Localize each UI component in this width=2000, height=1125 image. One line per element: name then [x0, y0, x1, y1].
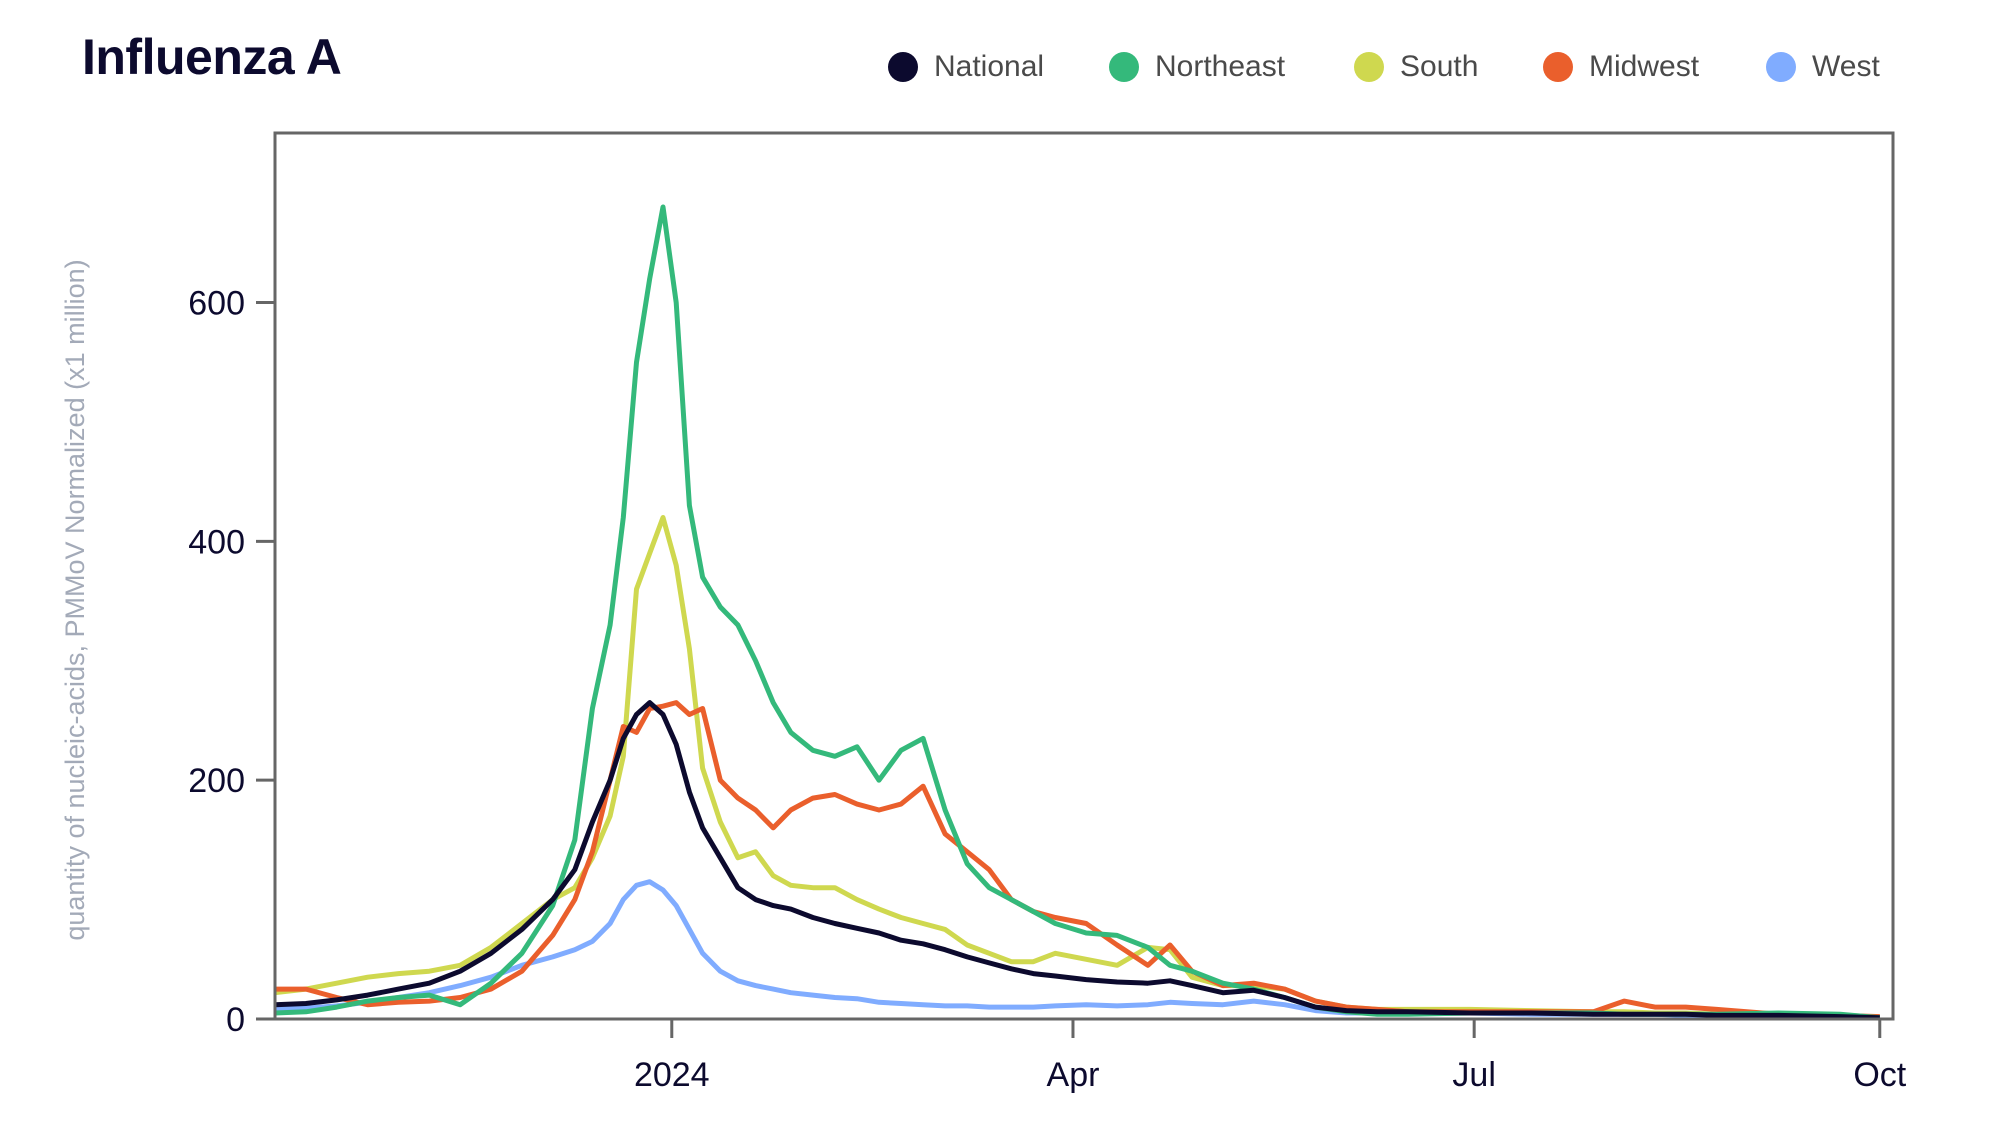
legend-dot-icon	[1354, 52, 1384, 82]
legend-item-west[interactable]: West	[1766, 44, 1880, 90]
legend-dot-icon	[1109, 52, 1139, 82]
y-axis: 0 200 400 600	[188, 285, 275, 1039]
series-line-northeast[interactable]	[274, 204, 1881, 1021]
legend-item-south[interactable]: South	[1354, 44, 1478, 90]
legend-item-northeast[interactable]: Northeast	[1109, 44, 1285, 90]
legend-dot-icon	[1543, 52, 1573, 82]
y-tick-label: 400	[188, 523, 245, 561]
plot-frame	[273, 131, 1895, 1021]
series-line-south[interactable]	[274, 515, 1880, 1021]
legend-dot-icon	[888, 52, 918, 82]
x-tick-label: Apr	[1047, 1056, 1100, 1094]
y-tick-label: 200	[188, 762, 245, 800]
y-tick-label: 600	[188, 285, 245, 323]
x-tick-label: Jul	[1452, 1056, 1495, 1094]
chart-title: Influenza A	[82, 29, 342, 85]
legend-item-midwest[interactable]: Midwest	[1543, 44, 1699, 90]
series-line-west[interactable]	[274, 879, 1880, 1021]
legend-label: Midwest	[1589, 50, 1700, 83]
series-layer	[274, 204, 1881, 1021]
legend: National Northeast South Midwest West	[0, 44, 2000, 90]
legend-label: South	[1400, 50, 1479, 83]
x-tick-label: 2024	[634, 1056, 710, 1094]
y-tick-label: 0	[226, 1001, 245, 1039]
legend-item-national[interactable]: National	[888, 44, 1044, 90]
legend-label: National	[934, 50, 1045, 83]
y-axis-title: quantity of nucleic-acids, PMMoV Normali…	[60, 259, 90, 940]
legend-dot-icon	[1766, 52, 1796, 82]
x-tick-label: Oct	[1853, 1056, 1906, 1094]
series-line-national[interactable]	[274, 700, 1880, 1021]
x-axis: 2024 Apr Jul Oct	[634, 1019, 1907, 1094]
legend-label: Northeast	[1155, 50, 1286, 83]
legend-label: West	[1812, 50, 1880, 83]
